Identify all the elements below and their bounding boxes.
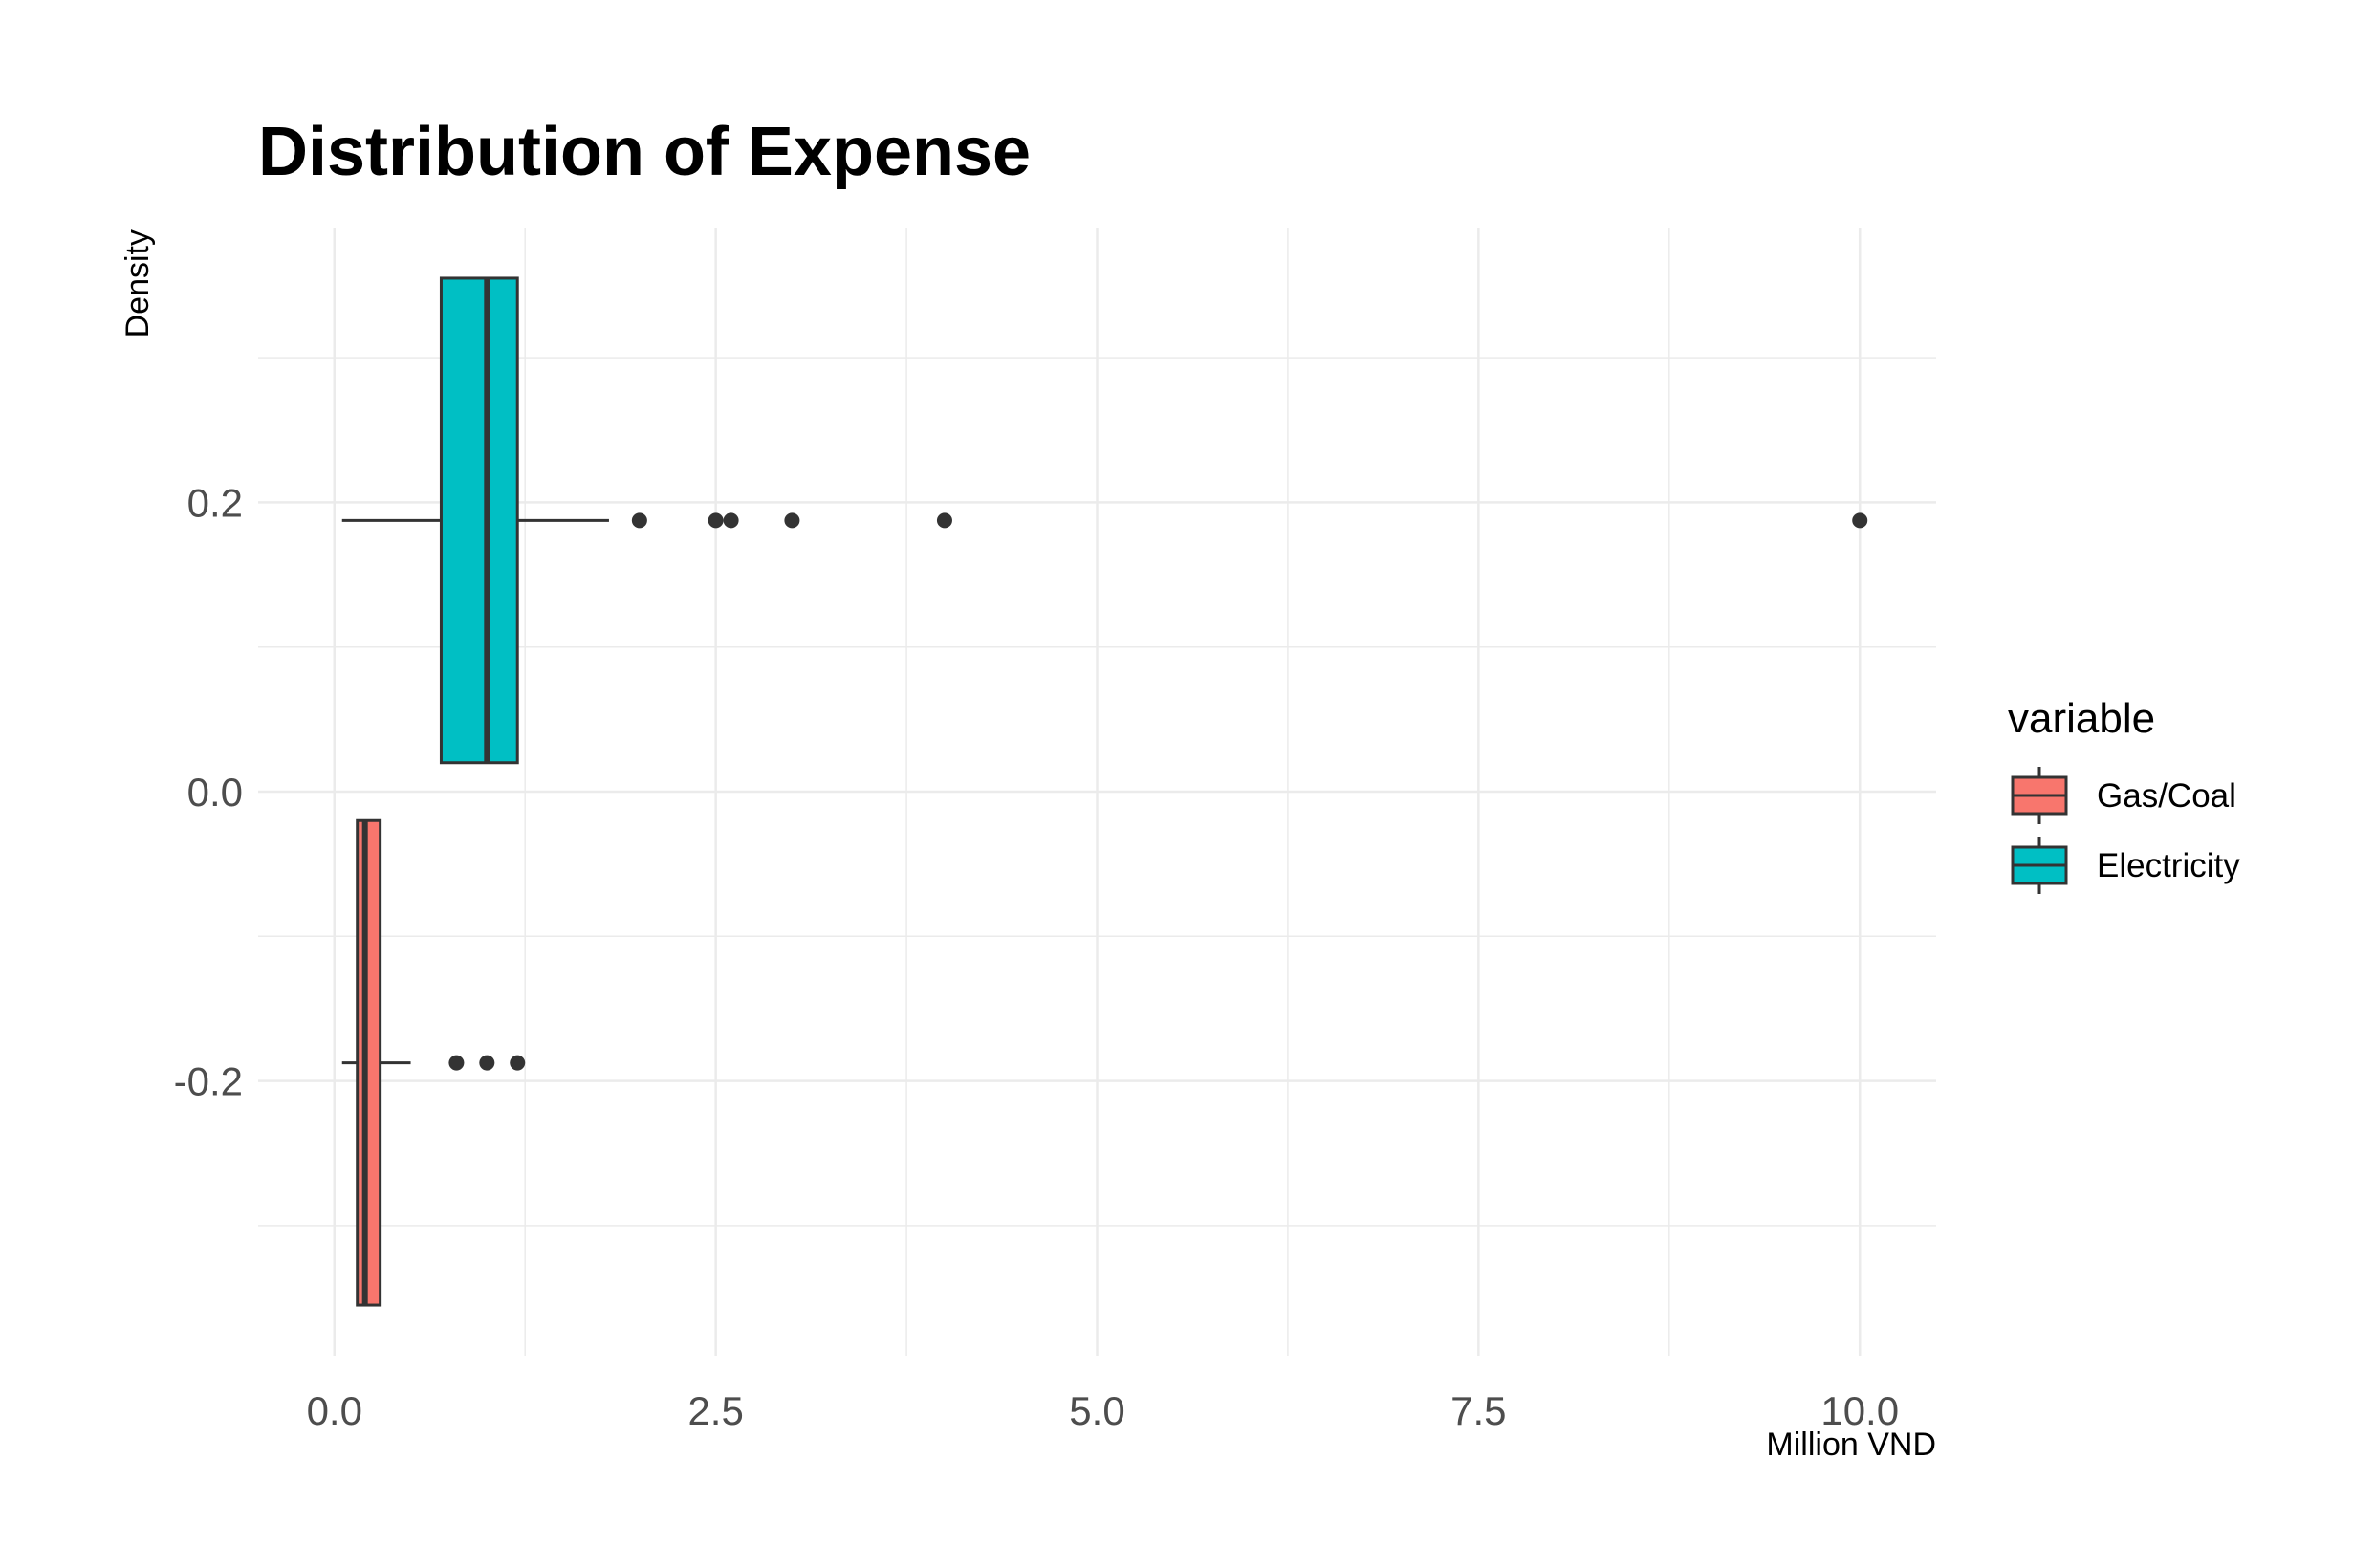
outlier-point: [448, 1055, 465, 1071]
x-tick-label: 5.0: [1069, 1388, 1124, 1433]
y-tick-label: 0.0: [187, 770, 243, 815]
outlier-point: [510, 1055, 526, 1071]
outlier-point: [723, 512, 739, 529]
outlier-point: [631, 512, 647, 529]
legend-label: Gas/Coal: [2097, 777, 2236, 815]
outlier-point: [784, 512, 800, 529]
x-tick-label: 7.5: [1450, 1388, 1506, 1433]
legend-key-electricity: [2011, 837, 2068, 894]
legend-key-gas-coal: [2011, 767, 2068, 824]
x-tick-label: 2.5: [687, 1388, 743, 1433]
legend-label: Electricity: [2097, 847, 2240, 884]
chart-title: Distribution of Expense: [258, 114, 1031, 190]
boxplot-electricity: [341, 276, 1868, 765]
x-tick-label: 10.0: [1820, 1388, 1899, 1433]
box-iqr: [439, 276, 519, 765]
y-axis-ticks: -0.2 0.0 0.2: [174, 480, 243, 1103]
outlier-point: [708, 512, 724, 529]
y-tick-label: 0.2: [187, 480, 243, 525]
outlier-point: [1852, 512, 1868, 529]
outlier-point: [479, 1055, 495, 1071]
x-axis-ticks: 0.0 2.5 5.0 7.5 10.0: [307, 1388, 1900, 1433]
legend: variable Gas/Coal Electricity: [2008, 695, 2240, 894]
outlier-point: [936, 512, 952, 529]
x-axis-label: Million VND: [1766, 1426, 1936, 1463]
y-axis-label: Density: [120, 229, 156, 338]
grid: [258, 228, 1936, 1356]
boxplot-gas-coal: [341, 818, 526, 1307]
box-iqr: [356, 818, 382, 1307]
legend-title: variable: [2008, 695, 2155, 742]
y-tick-label: -0.2: [174, 1059, 243, 1104]
boxplot-series: [341, 276, 1868, 1307]
x-tick-label: 0.0: [307, 1388, 362, 1433]
